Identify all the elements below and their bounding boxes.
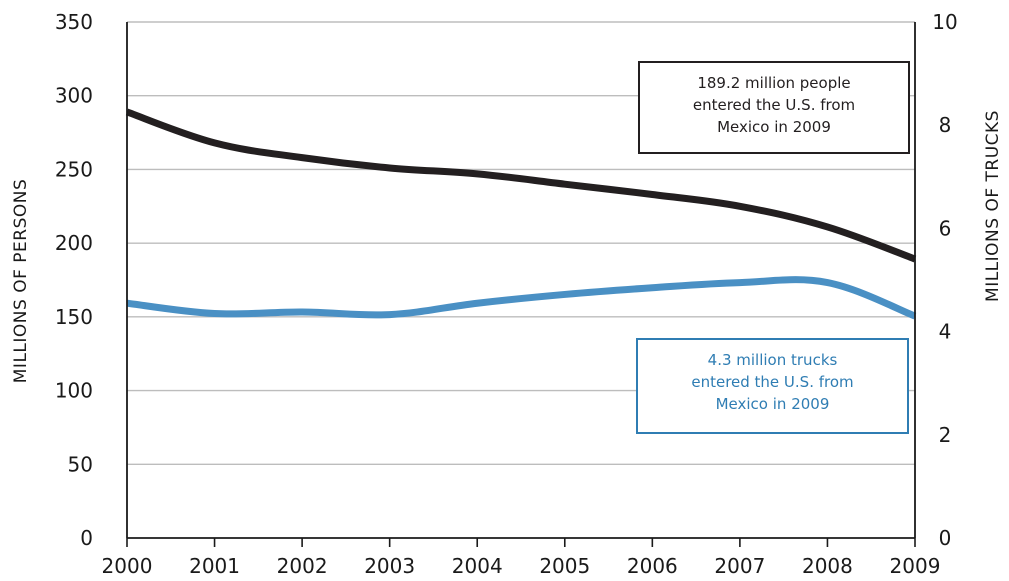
- left-axis-ticks: 0 50 100 150 200 250 300 350: [55, 10, 93, 550]
- trucks-series-line: [126, 276, 917, 320]
- left-tick-label: 350: [55, 10, 93, 34]
- x-tick-label: 2008: [802, 554, 853, 578]
- persons-annotation-line-1: 189.2 million people: [697, 74, 851, 92]
- x-tick-label: 2002: [277, 554, 328, 578]
- trucks-annotation-line-1: 4.3 million trucks: [707, 351, 838, 369]
- trucks-annotation-line-3: Mexico in 2009: [715, 395, 830, 413]
- left-tick-label: 200: [55, 231, 93, 255]
- left-axis-title: MILLIONS OF PERSONS: [11, 179, 31, 383]
- left-tick-label: 100: [55, 379, 93, 403]
- x-tick-label: 2005: [539, 554, 590, 578]
- trucks-annotation-line-2: entered the U.S. from: [691, 373, 854, 391]
- left-tick-label: 150: [55, 305, 93, 329]
- persons-series-line: [125, 108, 917, 263]
- x-tick-label: 2006: [627, 554, 678, 578]
- left-tick-label: 0: [80, 526, 93, 550]
- x-tick-label: 2001: [189, 554, 240, 578]
- left-tick-label: 50: [68, 452, 93, 476]
- persons-annotation-line-2: entered the U.S. from: [692, 96, 856, 114]
- x-tick-label: 2000: [102, 554, 153, 578]
- left-tick-label: 250: [55, 157, 93, 181]
- x-tick-label: 2004: [452, 554, 503, 578]
- x-tick-label: 2009: [890, 554, 941, 578]
- axes: [126, 22, 916, 539]
- gridlines: [127, 21, 915, 465]
- x-tick-label: 2003: [364, 554, 415, 578]
- persons-annotation-line-3: Mexico in 2009: [717, 118, 831, 136]
- right-tick-label: 10: [932, 10, 957, 34]
- trucks-annotation-box: 4.3 million trucks entered the U.S. from…: [636, 338, 909, 434]
- x-tick-label: 2007: [714, 554, 765, 578]
- left-tick-label: 300: [55, 84, 93, 108]
- right-tick-label: 6: [939, 216, 952, 240]
- right-tick-label: 0: [939, 526, 952, 550]
- x-axis-ticks: 2000 2001 2002 2003 2004 2005 2006 2007 2008 2009: [102, 538, 941, 578]
- series-lines: [125, 108, 917, 320]
- right-axis-ticks: 0 2 4 6 8 10: [932, 10, 957, 550]
- persons-annotation-box: 189.2 million people entered the U.S. fr…: [638, 61, 910, 154]
- right-tick-label: 8: [939, 113, 952, 137]
- right-tick-label: 2: [939, 423, 952, 447]
- right-tick-label: 4: [939, 320, 952, 344]
- right-axis-title: MILLIONS OF TRUCKS: [983, 110, 1003, 302]
